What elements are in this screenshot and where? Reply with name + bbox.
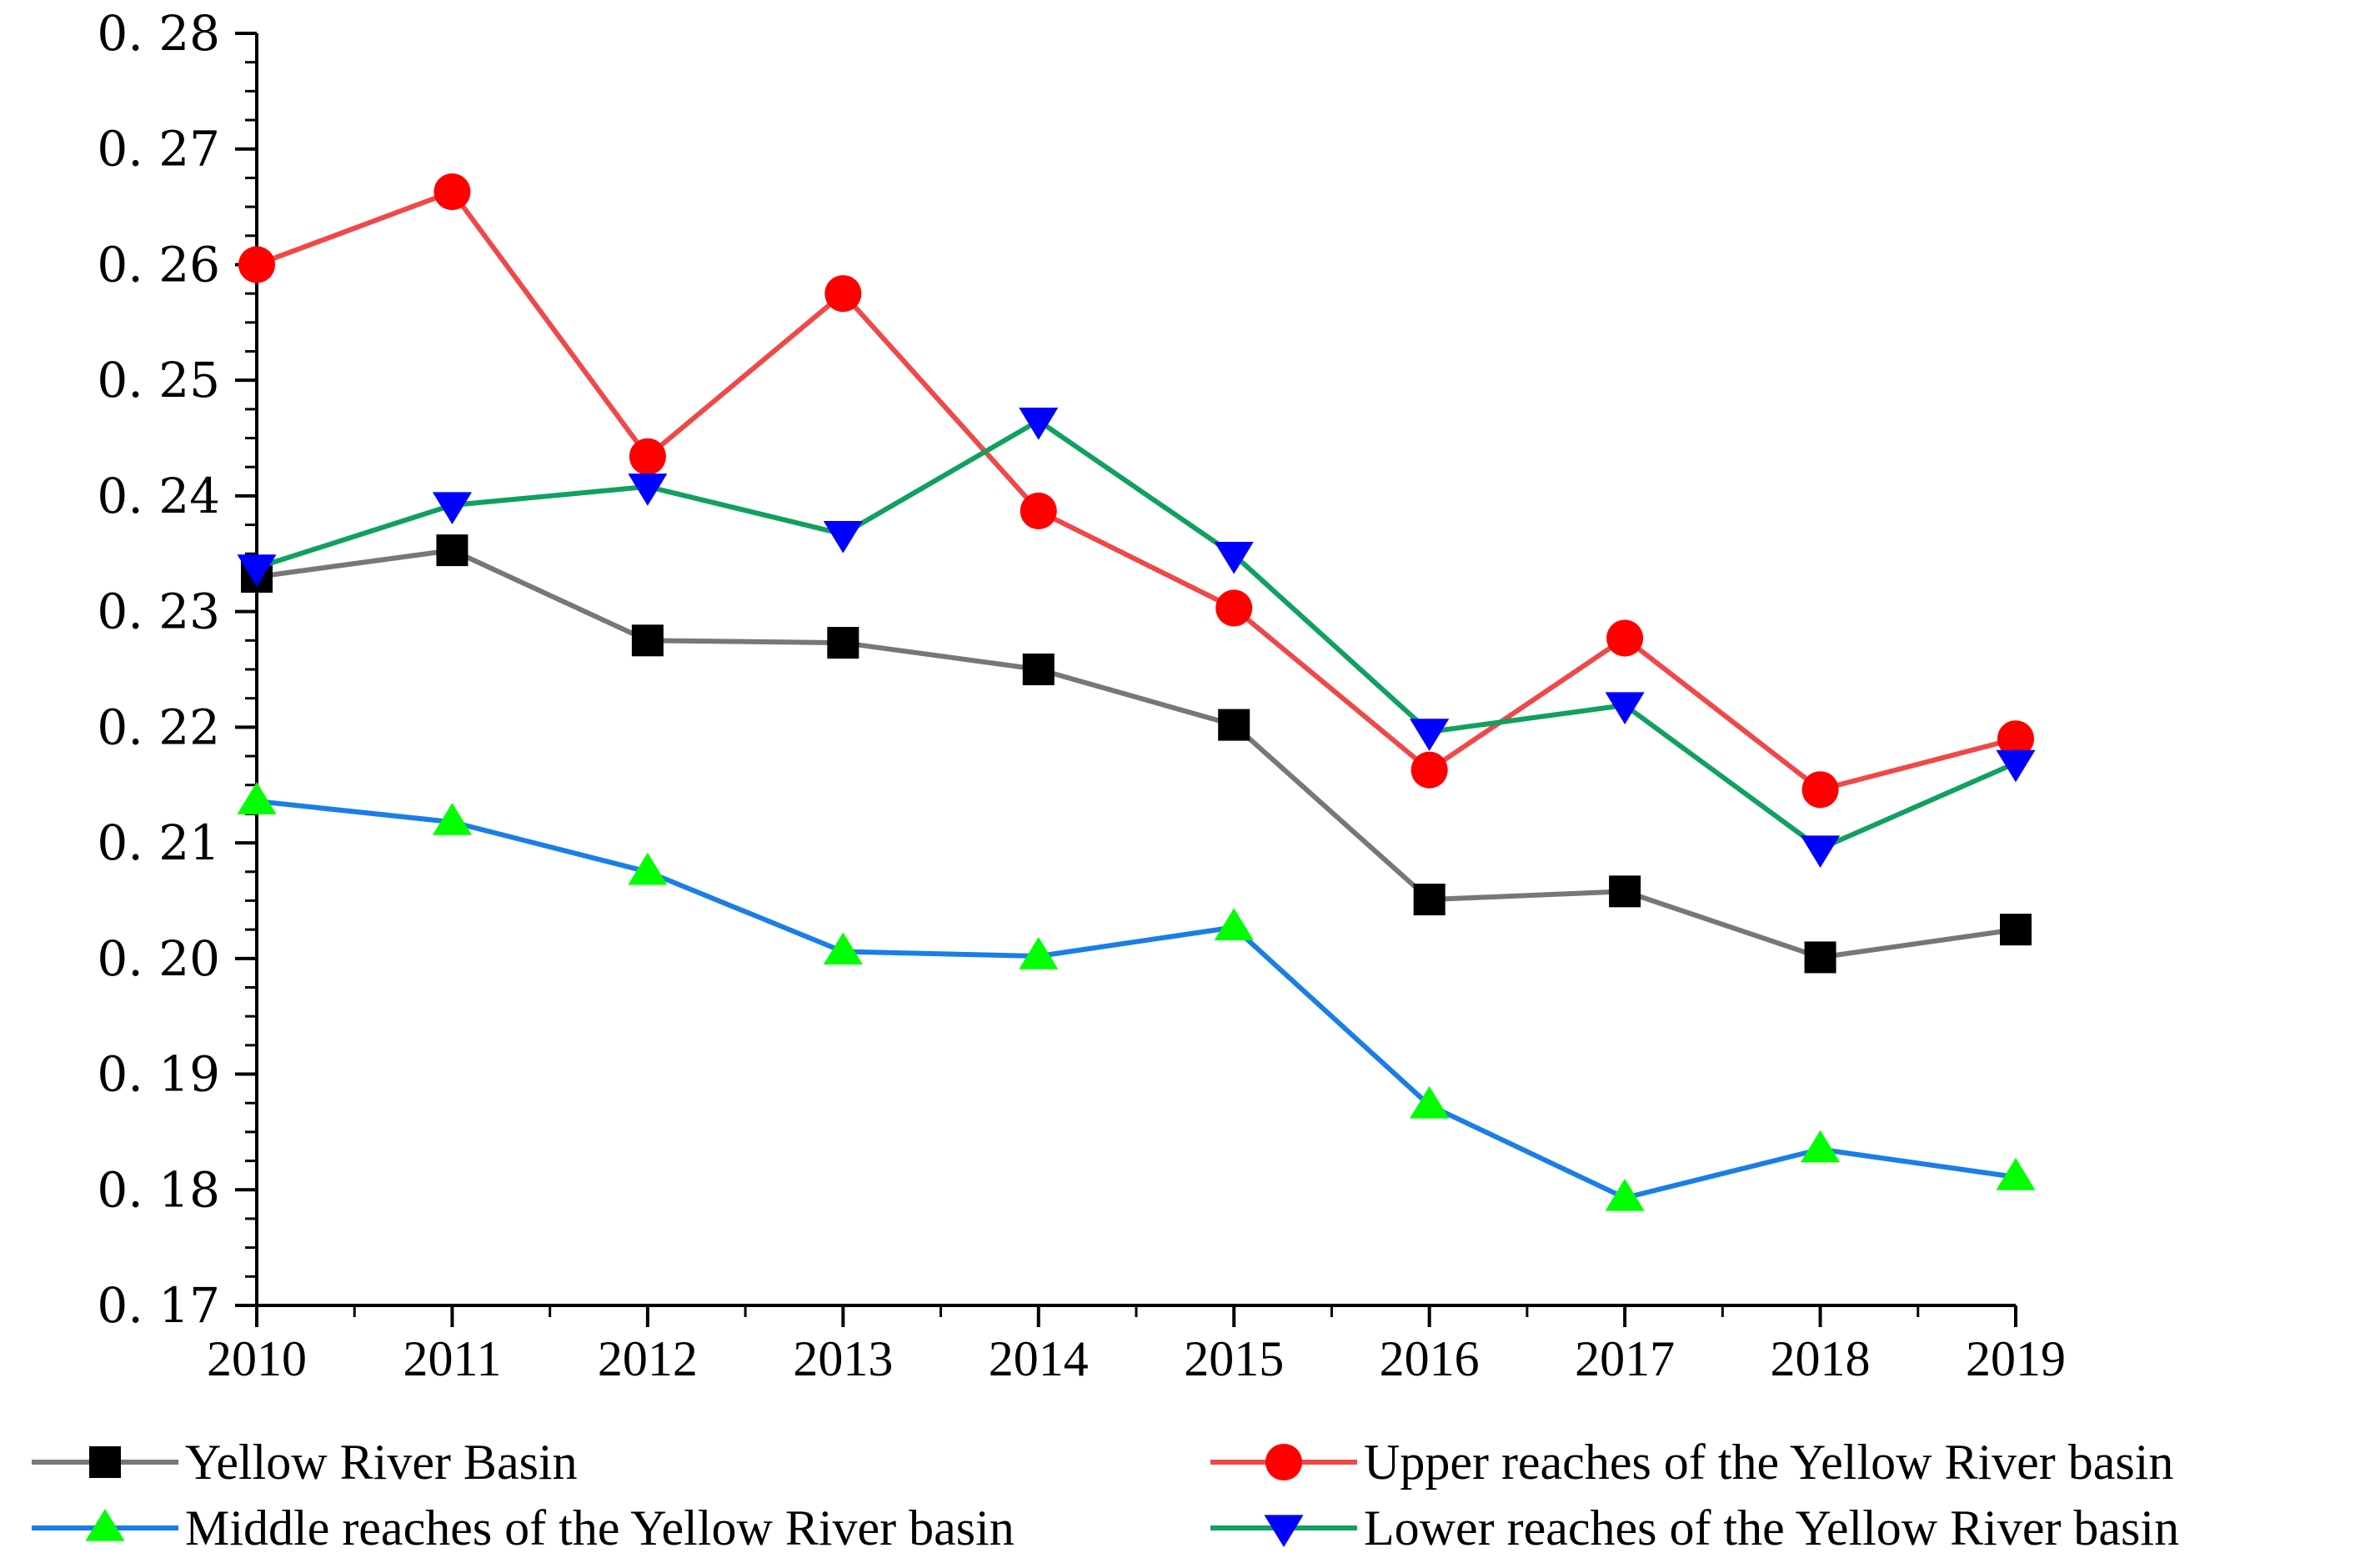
data-point xyxy=(1019,937,1059,969)
data-point xyxy=(1410,719,1450,751)
data-point xyxy=(824,275,862,313)
y-tick-label: 0. 27 xyxy=(97,121,220,178)
data-point xyxy=(238,246,276,283)
legend-label: Upper reaches of the Yellow River basin xyxy=(1364,1435,2173,1490)
x-tick-label: 2013 xyxy=(793,1331,893,1386)
legend-item: Lower reaches of the Yellow River basin xyxy=(1210,1500,2179,1555)
data-point xyxy=(1800,835,1841,869)
legend-swatch-marker xyxy=(1265,1443,1303,1481)
y-tick-label: 0. 21 xyxy=(97,814,220,871)
data-point xyxy=(2000,914,2032,946)
y-tick-label: 0. 19 xyxy=(97,1046,220,1103)
data-point xyxy=(432,492,473,524)
data-point xyxy=(827,627,859,659)
data-point xyxy=(1022,654,1055,685)
series-line xyxy=(256,548,2017,960)
data-point xyxy=(1609,875,1641,908)
data-point xyxy=(1019,408,1059,440)
data-point xyxy=(1218,709,1250,741)
x-tick-label: 2018 xyxy=(1771,1331,1871,1386)
legend-swatch-marker xyxy=(89,1446,121,1478)
series-1 xyxy=(238,173,2035,809)
x-tick-label: 2014 xyxy=(989,1331,1089,1386)
data-point xyxy=(1214,908,1254,941)
x-tick-label: 2015 xyxy=(1184,1331,1284,1386)
data-point xyxy=(1804,941,1836,974)
x-tick-label: 2011 xyxy=(403,1331,502,1386)
data-point xyxy=(1801,771,1839,809)
data-point xyxy=(432,803,473,835)
series-line xyxy=(256,418,2017,852)
axes-layer: 0. 17 0. 18 0. 19 0. 20 0. 21 0. 22 0. 23 0. 24… xyxy=(97,5,2066,1386)
series-0 xyxy=(241,534,2032,974)
data-point xyxy=(1605,692,1645,724)
data-point xyxy=(628,852,668,885)
y-tick-label: 0. 26 xyxy=(97,236,220,293)
x-tick-label: 2019 xyxy=(1966,1331,2066,1386)
data-point xyxy=(823,521,863,554)
data-point xyxy=(1410,751,1448,789)
data-point xyxy=(433,173,471,211)
legend-item: Upper reaches of the Yellow River basin xyxy=(1210,1435,2173,1490)
data-point xyxy=(1997,720,2035,758)
y-tick-label: 0. 25 xyxy=(97,352,220,408)
legend: Yellow River Basin Upper reaches of the Y… xyxy=(32,1435,2179,1555)
data-point xyxy=(629,438,666,475)
legend-swatch-marker xyxy=(1264,1515,1304,1547)
data-point xyxy=(1996,1158,2036,1190)
data-point xyxy=(1214,541,1254,574)
data-point xyxy=(237,554,277,587)
y-tick-label: 0. 22 xyxy=(97,699,220,755)
x-tick-label: 2012 xyxy=(598,1331,698,1386)
legend-swatch-marker xyxy=(85,1509,125,1541)
data-point xyxy=(1606,619,1644,657)
data-point xyxy=(436,534,468,567)
series-3 xyxy=(237,408,2036,869)
data-point xyxy=(1410,1086,1450,1119)
series-layer xyxy=(237,173,2036,1211)
data-point xyxy=(631,624,664,657)
legend-item: Middle reaches of the Yellow River basin xyxy=(32,1500,1015,1555)
data-point xyxy=(1996,749,2036,783)
y-tick-label: 0. 28 xyxy=(97,5,220,62)
legend-item: Yellow River Basin xyxy=(32,1435,578,1490)
series-line xyxy=(255,189,2017,793)
data-point xyxy=(823,932,863,965)
series-2 xyxy=(237,782,2036,1211)
data-point xyxy=(628,473,668,506)
legend-label: Lower reaches of the Yellow River basin xyxy=(1364,1500,2179,1555)
y-tick-label: 0. 18 xyxy=(97,1161,220,1218)
x-tick-label: 2010 xyxy=(207,1331,307,1386)
x-tick-label: 2017 xyxy=(1575,1331,1675,1386)
y-tick-label: 0. 23 xyxy=(97,584,220,640)
legend-label: Middle reaches of the Yellow River basin xyxy=(185,1500,1015,1555)
data-point xyxy=(237,782,277,814)
data-point xyxy=(1020,492,1057,529)
y-tick-label: 0. 24 xyxy=(97,468,220,524)
data-point xyxy=(1605,1178,1645,1211)
data-point xyxy=(1800,1130,1841,1163)
y-tick-label: 0. 17 xyxy=(97,1277,220,1334)
data-point xyxy=(1413,884,1446,916)
legend-label: Yellow River Basin xyxy=(185,1435,578,1490)
y-tick-label: 0. 20 xyxy=(97,930,220,987)
series-line xyxy=(256,799,2017,1200)
x-tick-label: 2016 xyxy=(1380,1331,1480,1386)
data-point xyxy=(1215,589,1253,627)
